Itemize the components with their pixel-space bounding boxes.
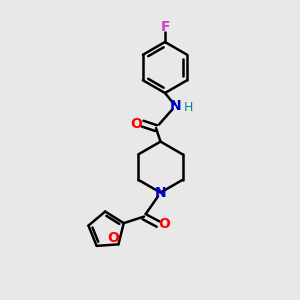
Text: O: O: [158, 217, 170, 231]
Text: H: H: [183, 100, 193, 114]
Text: O: O: [107, 231, 119, 245]
Text: O: O: [130, 117, 142, 130]
Text: N: N: [155, 186, 166, 200]
Text: N: N: [170, 99, 181, 112]
Text: F: F: [160, 20, 170, 34]
